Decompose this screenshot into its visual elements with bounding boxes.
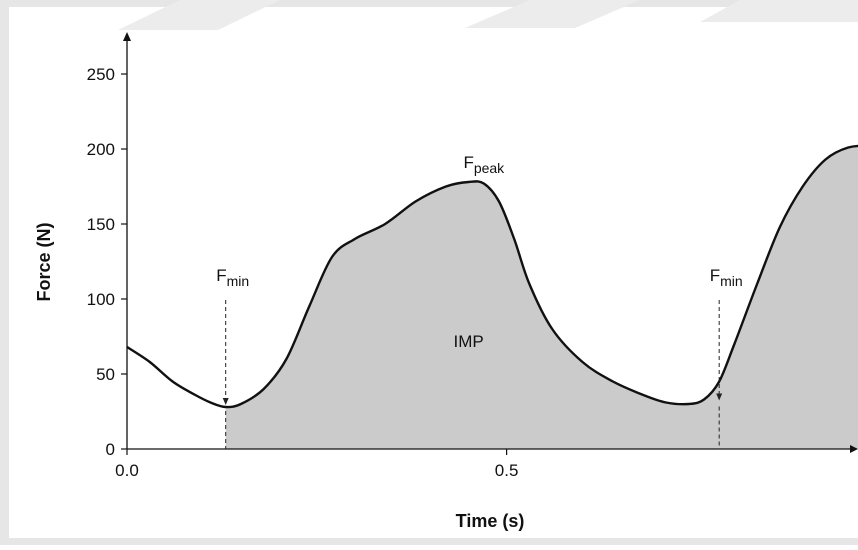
impulse-area xyxy=(225,145,858,449)
y-tick-label: 150 xyxy=(87,215,115,234)
x-axis-title: Time (s) xyxy=(456,511,525,531)
fmin-arrow-head xyxy=(716,393,723,401)
fpeak-label: Fpeak xyxy=(463,153,505,176)
x-tick-label: 0.5 xyxy=(495,461,519,480)
force-curve xyxy=(126,144,858,409)
label-layer: Time (s) Force (N) xyxy=(34,222,524,531)
area-layer xyxy=(126,144,858,449)
annotation-layer: FminFminFminFminFminFpeakFpeakFpeakFpeak… xyxy=(216,153,743,449)
y-tick-label: 100 xyxy=(87,290,115,309)
fmin-label: Fmin xyxy=(216,266,249,289)
fmin-label: Fmin xyxy=(710,266,743,289)
y-tick-label: 250 xyxy=(87,65,115,84)
y-tick-label: 50 xyxy=(96,365,115,384)
x-axis-arrow xyxy=(850,445,858,453)
x-tick-label: 0.0 xyxy=(115,461,139,480)
y-axis-arrow xyxy=(123,32,131,41)
impulse-label: IMP xyxy=(454,332,484,351)
y-axis-title: Force (N) xyxy=(34,222,54,301)
y-tick-label: 200 xyxy=(87,140,115,159)
fmin-arrow-head xyxy=(222,398,229,405)
y-tick-label: 0 xyxy=(106,440,115,459)
